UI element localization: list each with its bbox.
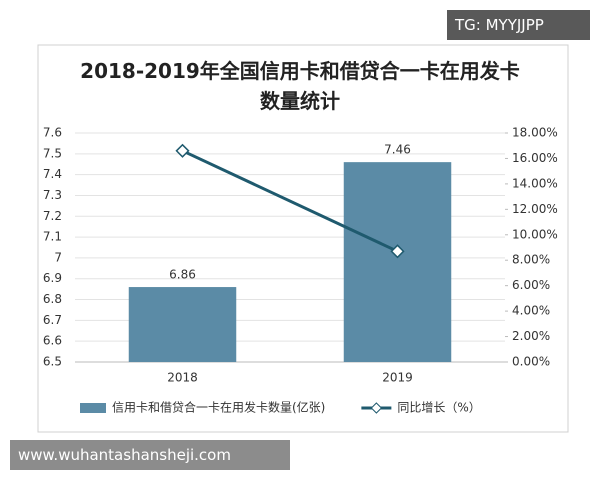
- y2-tick-label: 10.00%: [512, 227, 558, 241]
- line-marker: [390, 244, 405, 259]
- y2-tick-label: 18.00%: [512, 126, 558, 140]
- bar: [128, 287, 237, 362]
- y-tick-label: 7.3: [43, 188, 62, 202]
- x-tick-label: 2018: [167, 371, 198, 385]
- legend-label: 同比增长（%）: [397, 401, 480, 415]
- y-tick-label: 6.5: [43, 355, 62, 369]
- y-tick-label: 7: [54, 250, 62, 264]
- y-tick-label: 7.4: [43, 167, 62, 181]
- value-label: 7.46: [384, 143, 411, 157]
- y2-tick-label: 2.00%: [512, 329, 550, 343]
- x-tick-label: 2019: [382, 371, 413, 385]
- watermark: www.wuhantashansheji.com: [10, 440, 290, 470]
- y2-tick-label: 8.00%: [512, 253, 550, 267]
- chart-frame: [37, 44, 569, 433]
- line: [181, 149, 399, 253]
- value-label: 6.86: [169, 268, 196, 282]
- chart-title: 2018-2019年全国信用卡和借贷合一卡在用发卡数量统计: [80, 59, 520, 113]
- line-marker: [175, 143, 190, 158]
- y2-tick-label: 14.00%: [512, 176, 558, 190]
- y-tick-label: 6.8: [43, 292, 62, 306]
- y-tick-label: 7.5: [43, 146, 62, 160]
- y-tick-label: 6.6: [43, 334, 62, 348]
- y2-tick-label: 0.00%: [512, 355, 550, 369]
- y2-tick-label: 6.00%: [512, 278, 550, 292]
- y2-tick-label: 12.00%: [512, 202, 558, 216]
- legend-label: 信用卡和借贷合一卡在用发卡数量(亿张): [112, 400, 325, 415]
- watermark: TG: MYYJJPP: [447, 10, 590, 40]
- legend-swatch: [370, 402, 383, 414]
- y-tick-label: 7.2: [43, 209, 62, 223]
- legend-swatch: [80, 403, 106, 413]
- y-tick-label: 7.6: [43, 126, 62, 140]
- bar: [343, 162, 452, 362]
- y-tick-label: 6.7: [43, 313, 62, 327]
- y2-tick-label: 16.00%: [512, 151, 558, 165]
- y-tick-label: 6.9: [43, 271, 62, 285]
- y2-tick-label: 4.00%: [512, 304, 550, 318]
- y-tick-label: 7.1: [43, 230, 62, 244]
